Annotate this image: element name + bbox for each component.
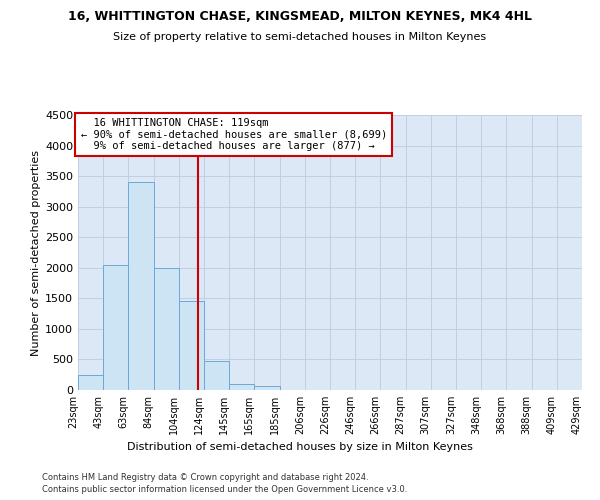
Bar — [128, 182, 154, 390]
Text: Contains HM Land Registry data © Crown copyright and database right 2024.: Contains HM Land Registry data © Crown c… — [42, 472, 368, 482]
Bar — [78, 374, 103, 390]
Bar — [103, 264, 128, 390]
Bar — [204, 362, 229, 390]
Text: 16, WHITTINGTON CHASE, KINGSMEAD, MILTON KEYNES, MK4 4HL: 16, WHITTINGTON CHASE, KINGSMEAD, MILTON… — [68, 10, 532, 23]
Text: Size of property relative to semi-detached houses in Milton Keynes: Size of property relative to semi-detach… — [113, 32, 487, 42]
Text: Contains public sector information licensed under the Open Government Licence v3: Contains public sector information licen… — [42, 485, 407, 494]
Bar — [254, 386, 280, 390]
Text: 16 WHITTINGTON CHASE: 119sqm  
← 90% of semi-detached houses are smaller (8,699): 16 WHITTINGTON CHASE: 119sqm ← 90% of se… — [80, 118, 387, 151]
Bar — [229, 384, 254, 390]
Y-axis label: Number of semi-detached properties: Number of semi-detached properties — [31, 150, 41, 356]
Bar — [179, 302, 204, 390]
Text: Distribution of semi-detached houses by size in Milton Keynes: Distribution of semi-detached houses by … — [127, 442, 473, 452]
Bar — [154, 268, 179, 390]
